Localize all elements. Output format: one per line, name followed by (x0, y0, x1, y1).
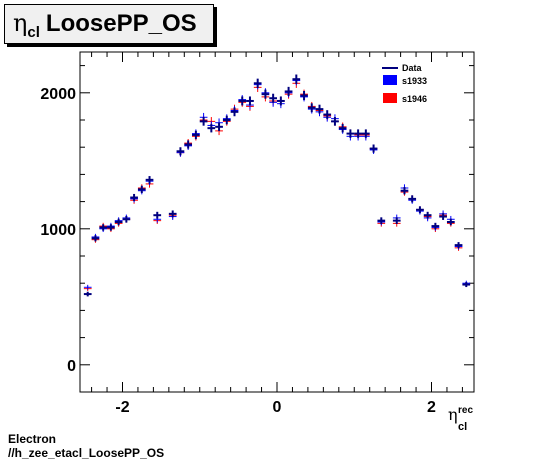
legend-s1933-swatch (383, 75, 397, 85)
point-data (462, 282, 471, 288)
point-data (346, 129, 355, 138)
title-label: LoosePP_OS (45, 10, 197, 37)
point-data (107, 224, 115, 231)
point-data (439, 213, 447, 220)
y-tick-label: 1000 (40, 222, 76, 239)
point-data (392, 217, 401, 224)
x-axis-title: η rec cl (448, 405, 473, 433)
point-data (91, 235, 100, 242)
point-data (431, 222, 440, 230)
point-data (416, 206, 424, 214)
x-axis-title-symbol: η (448, 405, 458, 424)
point-data (307, 103, 316, 113)
point-data (354, 129, 362, 138)
x-axis-title-sub: cl (458, 421, 467, 433)
point-data (114, 218, 123, 226)
point-data (168, 210, 177, 218)
point-data (338, 123, 347, 133)
point-data (292, 74, 301, 84)
point-data (361, 129, 370, 138)
legend-label-s1933: s1933 (402, 76, 427, 86)
plot-frame (79, 51, 475, 393)
point-data (446, 218, 455, 226)
page-title: ηcl LoosePP_OS (13, 9, 197, 41)
y-tick-label: 0 (67, 358, 76, 375)
point-data (331, 117, 339, 126)
point-data (277, 96, 285, 106)
point-data (83, 291, 92, 297)
point-data (246, 96, 254, 106)
legend-s1946-swatch (383, 93, 397, 103)
footer-line-2: //h_zee_etacl_LoosePP_OS (8, 446, 165, 460)
point-data (323, 110, 332, 119)
point-data (423, 211, 432, 219)
y-tick-label: 2000 (40, 86, 76, 103)
title-subscript: cl (27, 24, 40, 41)
point-s1933 (83, 284, 92, 290)
point-data (137, 185, 146, 194)
point-data (408, 195, 417, 203)
point-data (269, 93, 277, 103)
point-data (145, 176, 154, 184)
point-data (99, 224, 108, 231)
x-tick-label: -2 (115, 399, 129, 416)
point-data (261, 89, 270, 99)
point-data (153, 211, 162, 219)
point-data (238, 96, 247, 106)
point-data (253, 78, 262, 88)
point-data (284, 86, 293, 97)
point-data (222, 115, 231, 125)
title-symbol: η (13, 9, 28, 37)
point-data (215, 122, 223, 132)
point-data (176, 147, 185, 156)
legend: Data s1933 s1946 (382, 63, 427, 104)
point-data (192, 130, 200, 140)
point-data (184, 140, 193, 149)
point-data (199, 117, 208, 126)
point-data (207, 123, 216, 133)
point-data (454, 242, 463, 249)
point-data (377, 217, 386, 224)
x-tick-label: 2 (427, 399, 436, 416)
axes: 0 1000 2000 -2 0 2 (40, 52, 474, 416)
legend-label-data: Data (402, 63, 423, 73)
legend-label-s1946: s1946 (402, 94, 427, 104)
x-axis-title-sup: rec (458, 405, 473, 416)
point-data (122, 215, 131, 223)
point-data (300, 90, 308, 101)
footer-line-1: Electron (8, 432, 57, 446)
point-data (400, 187, 409, 195)
point-data (130, 193, 138, 202)
point-data (315, 104, 324, 114)
point-data (369, 144, 378, 153)
title-box: ηcl LoosePP_OS (4, 4, 214, 44)
data-markers (83, 74, 471, 297)
x-tick-label: 0 (273, 399, 282, 416)
point-data (230, 107, 239, 117)
